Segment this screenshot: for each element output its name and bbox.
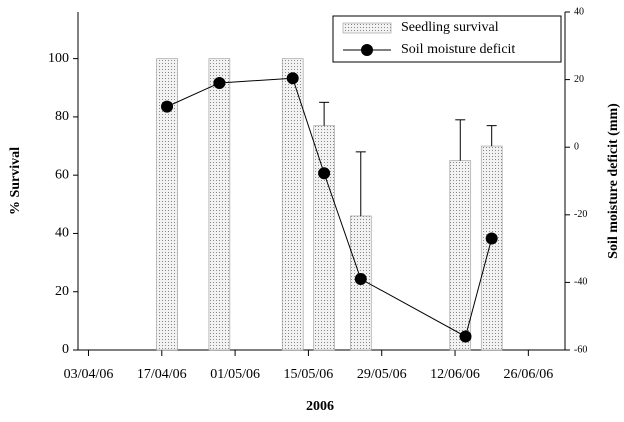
x-tick-label: 01/05/06 (210, 367, 260, 382)
x-tick-label: 17/04/06 (137, 367, 187, 382)
x-axis-label: 2006 (306, 399, 334, 414)
y-tick-label: 80 (55, 109, 69, 124)
line-marker (213, 76, 226, 89)
x-tick-label: 15/05/06 (284, 367, 334, 382)
bar (156, 58, 178, 351)
y-tick-label: 100 (48, 51, 69, 66)
bar (208, 58, 231, 351)
legend-label: Seedling survival (401, 20, 499, 35)
y2-tick-label: -20 (574, 209, 587, 220)
x-tick-label: 26/06/06 (503, 367, 553, 382)
bar (480, 145, 503, 351)
y2-tick-label: 40 (574, 6, 584, 17)
line-marker (354, 273, 367, 286)
line-marker (286, 72, 299, 85)
y-tick-label: 60 (55, 167, 69, 182)
bar (313, 125, 335, 351)
legend-swatch (342, 22, 392, 34)
y-axis-label: % Survival (8, 147, 23, 215)
y2-tick-label: -40 (574, 277, 587, 288)
line-marker (318, 167, 331, 180)
y-tick-label: 0 (62, 342, 69, 357)
y-tick-label: 20 (55, 284, 69, 299)
y-tick-label: 40 (55, 226, 69, 241)
legend-label: Soil moisture deficit (401, 42, 515, 57)
x-tick-label: 12/06/06 (430, 367, 480, 382)
y2-tick-label: 20 (574, 74, 584, 85)
line-marker (161, 100, 174, 113)
x-tick-label: 03/04/06 (64, 367, 114, 382)
bar (449, 160, 472, 351)
y2-tick-label: -60 (574, 344, 587, 355)
y2-tick-label: 0 (574, 141, 579, 152)
y2-axis-label: Soil moisture deficit (mm) (606, 103, 621, 259)
line-marker (485, 232, 498, 245)
line-marker (459, 330, 472, 343)
bar (281, 58, 304, 351)
x-tick-label: 29/05/06 (357, 367, 407, 382)
legend-swatch (361, 44, 373, 56)
